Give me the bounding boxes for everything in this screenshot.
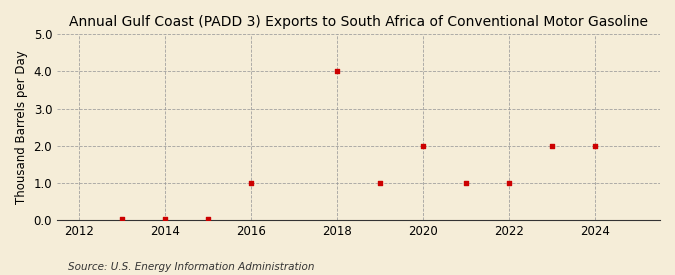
Point	[116, 217, 127, 222]
Point	[590, 144, 601, 148]
Point	[246, 181, 256, 185]
Text: Source: U.S. Energy Information Administration: Source: U.S. Energy Information Administ…	[68, 262, 314, 272]
Point	[375, 181, 385, 185]
Point	[504, 181, 514, 185]
Point	[547, 144, 558, 148]
Point	[331, 69, 342, 74]
Point	[202, 217, 213, 222]
Y-axis label: Thousand Barrels per Day: Thousand Barrels per Day	[15, 50, 28, 204]
Point	[159, 217, 170, 222]
Point	[418, 144, 429, 148]
Title: Annual Gulf Coast (PADD 3) Exports to South Africa of Conventional Motor Gasolin: Annual Gulf Coast (PADD 3) Exports to So…	[69, 15, 648, 29]
Point	[461, 181, 472, 185]
